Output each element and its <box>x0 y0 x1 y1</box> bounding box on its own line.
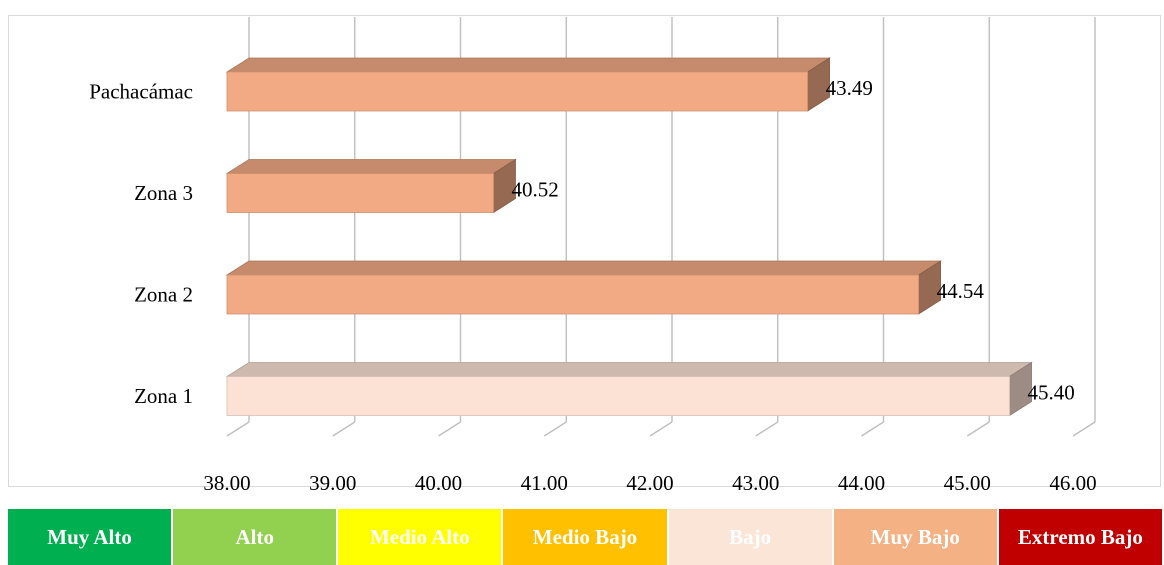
x-tick-label: 42.00 <box>626 471 673 495</box>
chart-frame <box>8 15 1161 487</box>
x-tick-label: 39.00 <box>309 471 356 495</box>
data-label: 44.54 <box>937 279 985 303</box>
legend-item-alto: Alto <box>173 509 337 565</box>
floor-gridline <box>861 421 884 437</box>
floor-gridline <box>755 421 779 437</box>
bar-top-face <box>225 159 517 174</box>
legend-item-medio-bajo: Medio Bajo <box>503 509 667 565</box>
bar-top-face <box>225 57 831 73</box>
legend-item-muy-bajo: Muy Bajo <box>833 509 997 565</box>
x-tick-label: 45.00 <box>944 471 991 495</box>
x-tick-label: 38.00 <box>203 471 250 495</box>
floor-gridline <box>649 421 673 437</box>
x-tick-label: 43.00 <box>732 471 779 495</box>
category-label: Pachacámac <box>89 80 193 104</box>
legend-item-muy-alto: Muy Alto <box>8 509 172 565</box>
bar-chart: 38.00 39.00 40.00 41.00 42.00 43.00 44.00 45.00… <box>89 17 1097 495</box>
data-label: 45.40 <box>1028 381 1075 405</box>
x-tick-label: 44.00 <box>838 471 885 495</box>
data-label: 40.52 <box>511 178 558 202</box>
legend-item-bajo: Bajo <box>668 509 832 565</box>
legend-bar: Muy Alto Alto Medio Alto Medio Bajo Bajo… <box>8 509 1162 565</box>
data-label: 43.49 <box>826 76 873 100</box>
floor-gridline <box>438 421 461 437</box>
x-tick-label: 40.00 <box>415 471 462 495</box>
bar <box>226 274 920 315</box>
floor-gridline <box>226 421 250 437</box>
floor-gridline <box>332 421 356 437</box>
floor-gridline <box>543 421 567 437</box>
floor-gridline <box>966 421 990 437</box>
floor-gridline <box>1072 421 1096 437</box>
legend-item-medio-alto: Medio Alto <box>338 509 502 565</box>
category-label: Zona 3 <box>134 181 193 205</box>
bar <box>226 173 494 213</box>
x-tick-label: 46.00 <box>1049 471 1096 495</box>
bar <box>226 376 1010 416</box>
bar-top-face <box>225 362 1033 377</box>
bar-top-face <box>225 260 942 276</box>
legend-item-extremo-bajo: Extremo Bajo <box>998 509 1162 565</box>
category-label: Zona 2 <box>134 283 193 307</box>
category-label: Zona 1 <box>134 384 193 408</box>
bar <box>226 71 808 112</box>
x-tick-label: 41.00 <box>521 471 568 495</box>
